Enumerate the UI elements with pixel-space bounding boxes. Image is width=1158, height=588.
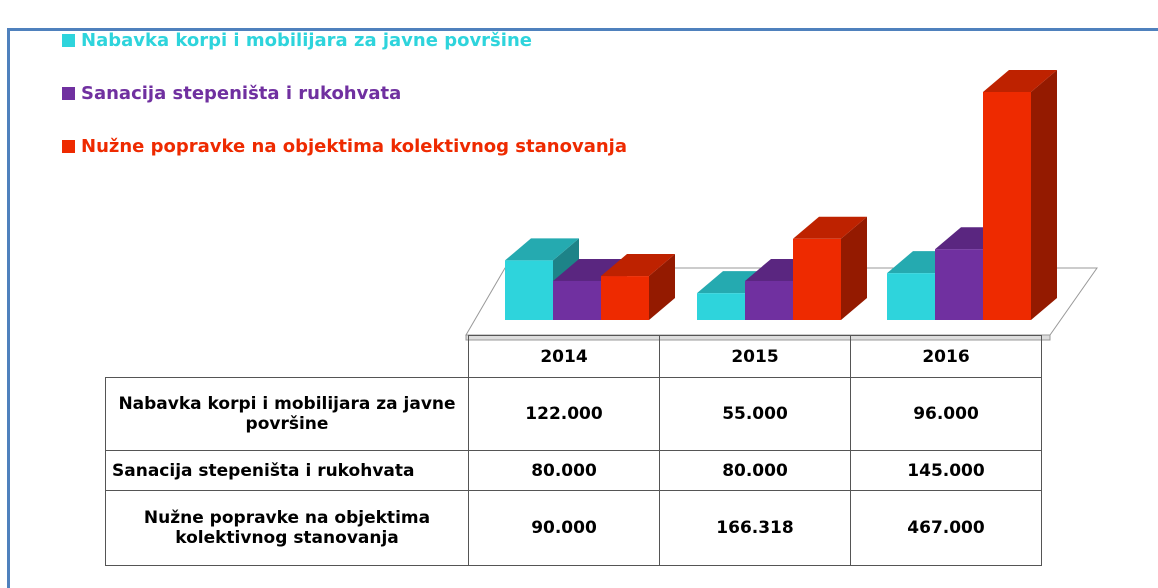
value-cell: 166.318: [659, 490, 851, 566]
legend-swatch: [62, 87, 75, 100]
bar-front: [935, 249, 983, 320]
value-cell: 96.000: [850, 377, 1042, 451]
bar-top: [505, 238, 579, 261]
bar-top: [601, 254, 675, 277]
data-table: 2014 2015 2016 Nabavka korpi i mobilijara z…: [105, 335, 1042, 566]
bar-top: [793, 216, 867, 239]
value-cell: 80.000: [659, 450, 851, 491]
row-label: Nabavka korpi i mobilijara za javne povr…: [105, 377, 469, 451]
frame: [7, 28, 1158, 588]
legend-label: Nabavka korpi i mobilijara za javne povr…: [81, 30, 532, 51]
row-label: Nužne popravke na objektima kolektivnog …: [105, 490, 469, 566]
row-label: Sanacija stepeništa i rukohvata: [105, 450, 469, 491]
bar-side: [649, 254, 675, 320]
bar-front: [601, 276, 649, 320]
table-row: Sanacija stepeništa i rukohvata 80.000 80.…: [105, 450, 1042, 491]
legend-item: Nužne popravke na objektima kolektivnog …: [62, 136, 627, 157]
page: {"chart_data": {"type": "bar3d", "catego…: [7, 28, 1158, 588]
legend-label: Nužne popravke na objektima kolektivnog …: [81, 136, 627, 157]
bar-top: [553, 258, 627, 281]
column-header: 2014: [468, 335, 660, 378]
bar-front: [697, 293, 745, 320]
bar: [793, 216, 867, 320]
legend-swatch: [62, 34, 75, 47]
table-row: Nabavka korpi i mobilijara za javne povr…: [105, 377, 1042, 451]
value-cell: 80.000: [468, 450, 660, 491]
header-row: 2014 2015 2016: [105, 335, 1042, 378]
value-cell: 145.000: [850, 450, 1042, 491]
bar-top: [983, 70, 1057, 92]
legend-item: Nabavka korpi i mobilijara za javne povr…: [62, 30, 532, 51]
bar-side: [1031, 70, 1057, 320]
bar-front: [887, 273, 935, 320]
value-cell: 90.000: [468, 490, 660, 566]
corner: [105, 335, 469, 378]
bar-side: [841, 216, 867, 320]
value-cell: 55.000: [659, 377, 851, 451]
bar-front: [983, 92, 1031, 320]
bar: [983, 70, 1057, 320]
chart: [465, 70, 1098, 341]
value-cell: 122.000: [468, 377, 660, 451]
legend-label: Sanacija stepeništa i rukohvata: [81, 83, 402, 104]
bar: [601, 254, 675, 320]
value-cell: 467.000: [850, 490, 1042, 566]
legend-swatch: [62, 140, 75, 153]
legend-item: Sanacija stepeništa i rukohvata: [62, 83, 401, 104]
column-header: 2015: [659, 335, 851, 378]
bar-front: [745, 280, 793, 320]
bar-front: [553, 280, 601, 320]
column-header: 2016: [850, 335, 1042, 378]
bar-front: [793, 238, 841, 320]
bar-front: [505, 260, 553, 320]
table-row: Nužne popravke na objektima kolektivnog …: [105, 490, 1042, 566]
